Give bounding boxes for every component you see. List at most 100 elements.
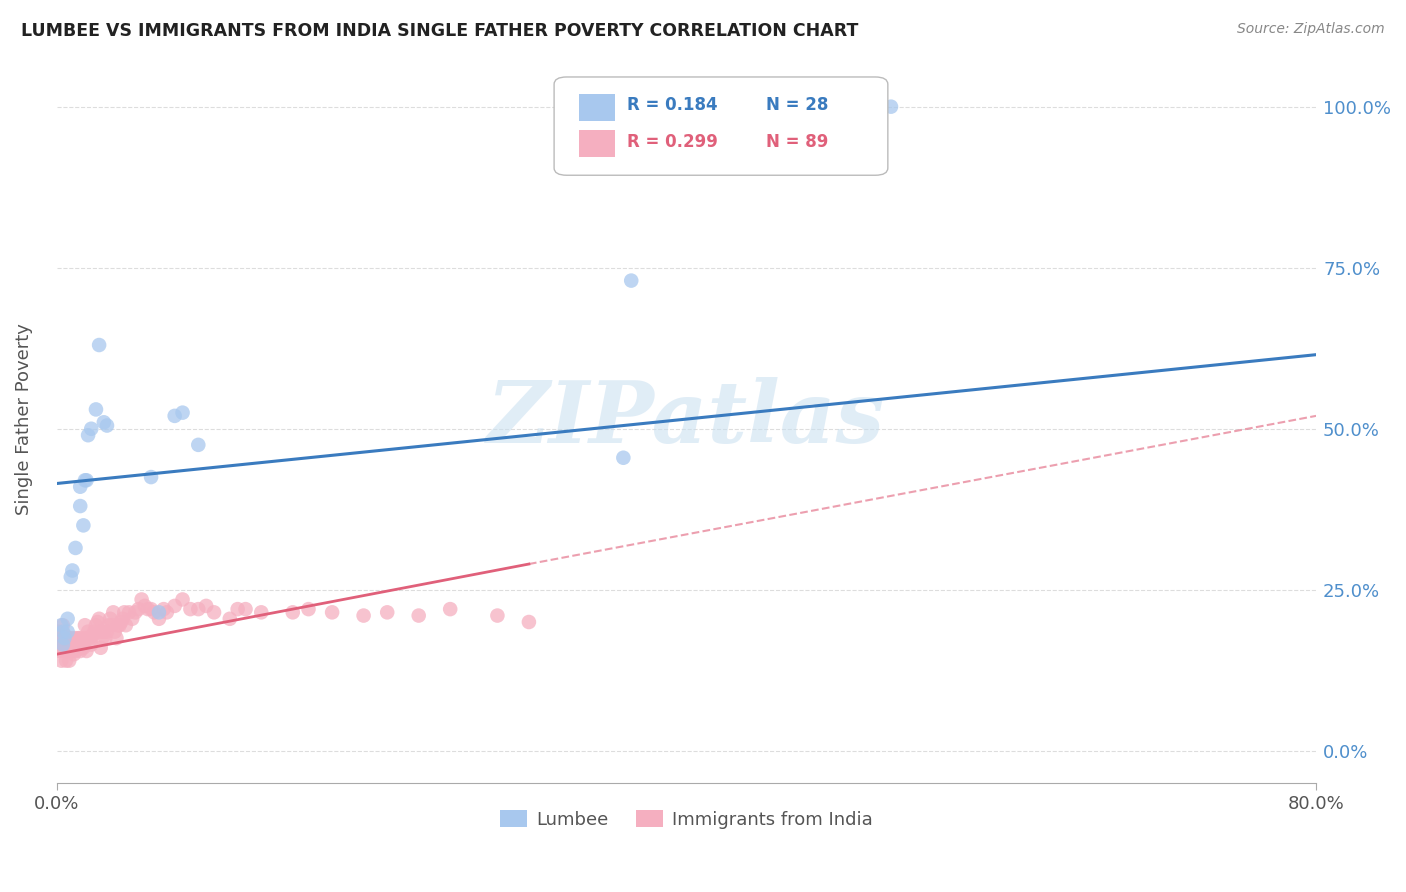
Point <box>96 418 118 433</box>
Point <box>131 592 153 607</box>
Point <box>321 605 343 619</box>
Point <box>202 605 225 619</box>
Point <box>172 592 194 607</box>
Point <box>486 608 509 623</box>
Point <box>96 624 118 639</box>
Point <box>52 624 75 639</box>
Point <box>136 602 159 616</box>
Point <box>66 640 89 655</box>
Point <box>60 644 83 658</box>
Point <box>77 624 100 639</box>
Point <box>118 605 141 619</box>
Point <box>69 480 91 494</box>
Point <box>103 605 125 619</box>
Point <box>84 618 107 632</box>
Point <box>65 644 87 658</box>
Point <box>218 612 240 626</box>
Point <box>375 605 398 619</box>
Point <box>517 615 540 629</box>
Point <box>104 624 127 639</box>
Point <box>134 599 156 613</box>
Point <box>69 499 91 513</box>
Point <box>110 615 132 629</box>
Point <box>127 602 149 616</box>
Point <box>55 644 77 658</box>
Text: Source: ZipAtlas.com: Source: ZipAtlas.com <box>1237 22 1385 37</box>
Point <box>87 338 110 352</box>
Point <box>156 605 179 619</box>
Point <box>297 602 319 616</box>
Point <box>53 631 76 645</box>
Y-axis label: Single Father Poverty: Single Father Poverty <box>15 323 32 515</box>
Point <box>58 654 80 668</box>
Point <box>353 608 375 623</box>
Point <box>51 654 73 668</box>
Point <box>46 624 69 639</box>
Text: R = 0.299: R = 0.299 <box>627 133 718 151</box>
Point <box>179 602 201 616</box>
Point <box>51 618 73 632</box>
Point <box>408 608 430 623</box>
Point <box>49 644 72 658</box>
Point <box>172 406 194 420</box>
Point <box>51 640 73 655</box>
Point <box>235 602 257 616</box>
Point <box>163 409 186 423</box>
Text: N = 89: N = 89 <box>766 133 828 151</box>
Point <box>79 631 101 645</box>
Point <box>69 644 91 658</box>
Point <box>56 644 79 658</box>
Point <box>77 428 100 442</box>
Point <box>90 624 112 639</box>
Point <box>65 541 87 555</box>
Point <box>49 631 72 645</box>
Point <box>121 612 143 626</box>
Point <box>148 612 170 626</box>
Point <box>73 631 96 645</box>
Point <box>73 473 96 487</box>
Point <box>115 618 138 632</box>
Point <box>91 631 114 645</box>
Point <box>108 618 131 632</box>
Point <box>53 640 76 655</box>
Point <box>60 631 83 645</box>
Point <box>63 647 86 661</box>
Point <box>100 618 122 632</box>
Point <box>67 631 90 645</box>
Point <box>59 638 82 652</box>
Point <box>53 628 76 642</box>
Text: ZIPatlas: ZIPatlas <box>488 377 886 461</box>
Point <box>187 438 209 452</box>
Point <box>80 631 103 645</box>
Point <box>148 605 170 619</box>
Point <box>612 450 634 465</box>
Point <box>58 631 80 645</box>
Point <box>620 274 643 288</box>
Point <box>52 618 75 632</box>
Point <box>76 644 98 658</box>
Point <box>82 628 104 642</box>
Point <box>163 599 186 613</box>
Point <box>55 654 77 668</box>
Point <box>93 624 115 639</box>
Point <box>72 518 94 533</box>
Point <box>52 638 75 652</box>
Point <box>90 640 112 655</box>
Point <box>73 618 96 632</box>
Point <box>152 602 174 616</box>
Point <box>111 612 134 626</box>
Point <box>195 599 218 613</box>
FancyBboxPatch shape <box>554 77 887 175</box>
Point <box>65 631 87 645</box>
Point <box>139 602 162 616</box>
Point <box>80 638 103 652</box>
Point <box>59 570 82 584</box>
Point <box>187 602 209 616</box>
Point <box>112 605 135 619</box>
Point <box>72 640 94 655</box>
FancyBboxPatch shape <box>579 94 614 120</box>
Point <box>105 631 128 645</box>
Point <box>70 640 93 655</box>
Point <box>87 612 110 626</box>
Text: R = 0.184: R = 0.184 <box>627 96 718 114</box>
